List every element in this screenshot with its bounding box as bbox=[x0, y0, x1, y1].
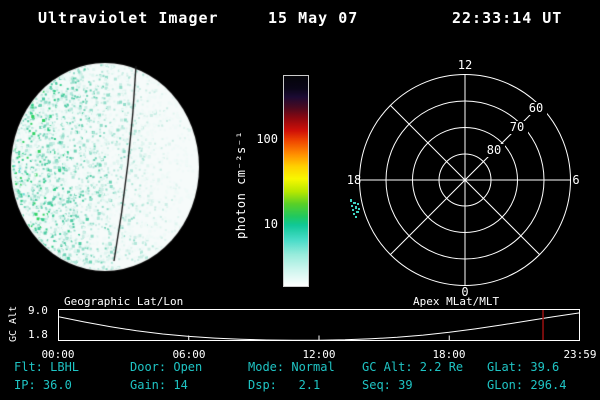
stripchart-label-geographic: Geographic Lat/Lon bbox=[64, 295, 184, 308]
mlt-label-6: 6 bbox=[572, 173, 579, 187]
status-gain: Gain: 14 bbox=[130, 378, 188, 392]
stripchart-ticks bbox=[58, 335, 580, 341]
lat-label-80: 80 bbox=[487, 143, 501, 157]
status-seq: Seq: 39 bbox=[362, 378, 413, 392]
status-filter: Flt: LBHL bbox=[14, 360, 80, 374]
polar-plot: 12 18 6 0 60 70 80 bbox=[347, 58, 580, 299]
mlt-label-0: 0 bbox=[461, 285, 468, 299]
stripchart-label-apex: Apex MLat/MLT bbox=[413, 295, 500, 308]
polar-aurora-blob bbox=[350, 199, 360, 218]
colorbar bbox=[283, 75, 309, 287]
colorbar-tick-100: 100 bbox=[256, 132, 278, 146]
status-mode: Mode: Normal bbox=[248, 360, 335, 374]
altitude-curve bbox=[58, 312, 580, 341]
lat-label-70: 70 bbox=[510, 120, 524, 134]
status-dsp: Dsp: 2.1 bbox=[248, 378, 321, 392]
uv-earth-disk-image bbox=[5, 57, 205, 277]
header-date: 15 May 07 bbox=[268, 9, 359, 27]
status-ip: IP: 36.0 bbox=[14, 378, 72, 392]
stripchart-ytick-bottom: 1.8 bbox=[28, 328, 48, 341]
altitude-stripchart bbox=[58, 309, 580, 341]
xtick-0600: 06:00 bbox=[172, 348, 206, 361]
status-glat: GLat: 39.6 bbox=[487, 360, 560, 374]
mlt-label-18: 18 bbox=[347, 173, 361, 187]
xtick-2359: 23:59 bbox=[563, 348, 597, 361]
lat-label-60: 60 bbox=[529, 101, 543, 115]
lat-label-backs bbox=[483, 102, 547, 157]
status-door: Door: Open bbox=[130, 360, 203, 374]
colorbar-tick-10: 10 bbox=[263, 217, 278, 231]
mlt-label-12: 12 bbox=[458, 58, 472, 72]
xtick-1800: 18:00 bbox=[432, 348, 466, 361]
status-glon: GLon: 296.4 bbox=[487, 378, 567, 392]
xtick-1200: 12:00 bbox=[302, 348, 336, 361]
header-time: 22:33:14 UT bbox=[452, 9, 563, 27]
stripchart-ylabel: GC Alt bbox=[8, 305, 19, 343]
xtick-0000: 00:00 bbox=[41, 348, 75, 361]
status-gc-alt: GC Alt: 2.2 Re bbox=[362, 360, 464, 374]
app-title: Ultraviolet Imager bbox=[38, 9, 219, 27]
stripchart-ytick-top: 9.0 bbox=[28, 304, 48, 317]
